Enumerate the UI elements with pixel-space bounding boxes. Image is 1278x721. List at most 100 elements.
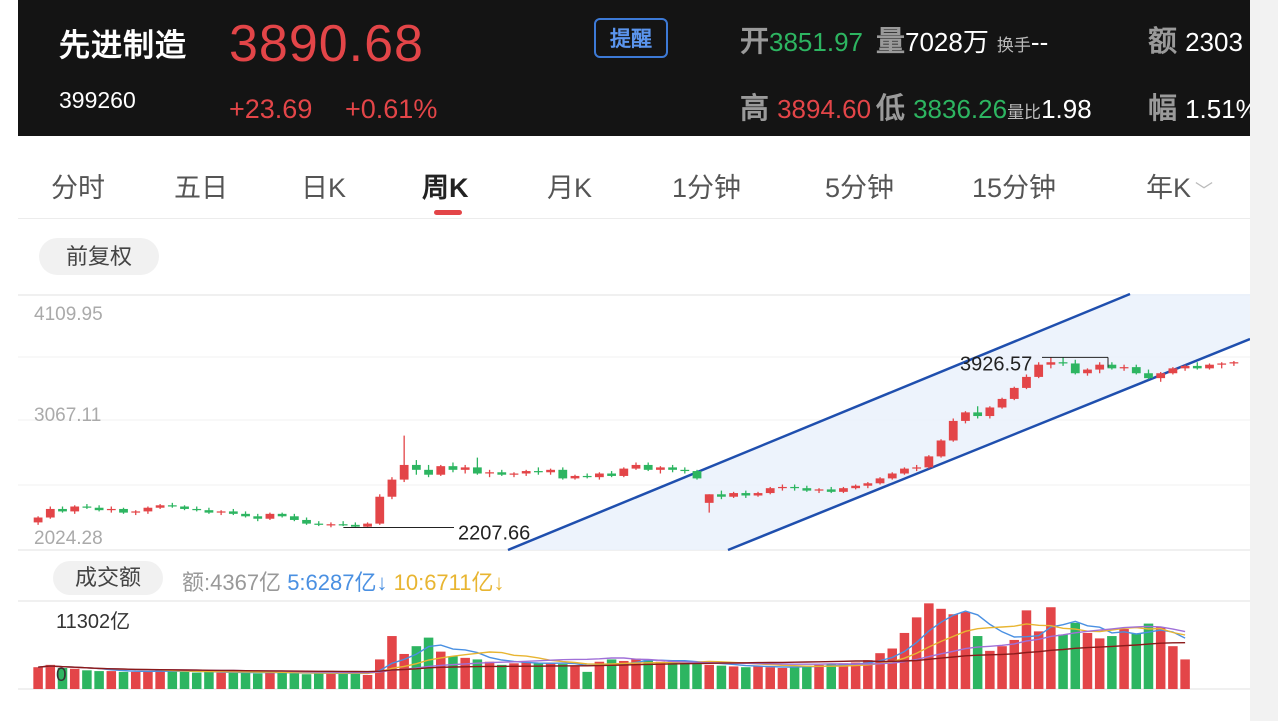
candle-body: [1156, 373, 1166, 379]
volume-bar: [484, 661, 495, 689]
volume-bar: [509, 663, 519, 689]
candlestick: [216, 510, 226, 516]
candle-body: [961, 412, 970, 421]
candle-body: [717, 494, 726, 497]
volume-bar: [118, 671, 129, 689]
volume-bar: [850, 662, 861, 689]
volume-bar: [472, 659, 483, 689]
candlestick: [119, 507, 128, 514]
tab-yearly-k[interactable]: 年K ﹀: [1146, 166, 1213, 205]
volume-bar: [1009, 639, 1020, 689]
volume-bar: [423, 637, 434, 689]
candlestick: [790, 484, 800, 491]
volume-bar: [924, 603, 934, 689]
tab-intraday[interactable]: 分时: [51, 173, 105, 203]
volume-bar: [45, 664, 56, 689]
volume-bar: [326, 672, 336, 689]
candle-body: [607, 473, 616, 476]
candle-body: [204, 510, 214, 513]
candlestick: [460, 464, 470, 474]
candlestick: [411, 460, 421, 475]
open-stat: 开3851.97: [740, 18, 863, 60]
turnover-label: 换手: [996, 36, 1031, 55]
low-value: 3836.26: [913, 94, 1008, 124]
volume-bar: [631, 658, 641, 689]
candle-body: [1095, 364, 1105, 370]
candle-body: [570, 475, 580, 479]
volume-bar: [82, 670, 92, 689]
volume-indicator-selector[interactable]: 成交额: [53, 561, 163, 595]
tab-5min[interactable]: 5分钟: [825, 173, 895, 203]
volume-bar: [692, 664, 702, 689]
tab-1min[interactable]: 1分钟: [672, 173, 742, 203]
volume-bar: [765, 667, 775, 689]
tab-15min[interactable]: 15分钟: [972, 173, 1057, 203]
candle-body: [436, 466, 446, 475]
volume-bar: [1131, 633, 1142, 689]
volume-ma10: 10:6711亿↓: [393, 570, 505, 595]
candlestick: [1144, 369, 1153, 380]
volume-bar: [362, 674, 373, 689]
candlestick: [241, 511, 250, 518]
volume-bar: [460, 657, 470, 689]
candlestick: [155, 504, 165, 509]
candle-body: [1229, 362, 1239, 364]
candle-body: [399, 464, 409, 480]
tab-five-day[interactable]: 五日: [174, 173, 228, 203]
candle-body: [936, 440, 946, 457]
candle-body: [1192, 365, 1202, 369]
adjust-selector[interactable]: 前复权: [39, 238, 159, 275]
volume-bar: [1082, 632, 1093, 689]
volume-bar: [704, 664, 714, 689]
candlestick: [1070, 359, 1080, 375]
candle-body: [472, 467, 482, 474]
candle-body: [753, 493, 763, 496]
tab-daily-k[interactable]: 日K: [301, 173, 347, 203]
volume-bar: [33, 667, 43, 689]
candlestick: [253, 513, 263, 522]
candle-body: [790, 486, 800, 489]
candle-body: [277, 513, 287, 517]
candlestick: [948, 418, 958, 442]
candle-body: [521, 471, 531, 474]
volume-bar: [985, 650, 995, 689]
candle-body: [692, 471, 702, 479]
volume-bar: [1021, 610, 1032, 689]
current-price: 3890.68: [229, 15, 424, 73]
candle-body: [424, 469, 433, 475]
candlestick: [45, 506, 55, 519]
amount-label: 额: [1148, 26, 1178, 58]
screen-edge: [1250, 0, 1278, 721]
candlestick: [204, 507, 214, 514]
candle-body: [350, 524, 360, 527]
candlestick: [314, 521, 324, 527]
open-label: 开: [740, 26, 770, 58]
candle-body: [326, 524, 336, 526]
candlestick: [887, 472, 897, 480]
tab-weekly-k[interactable]: 周K: [422, 173, 469, 203]
amount-stat: 额 2303: [1148, 18, 1243, 60]
candle-body: [912, 467, 922, 469]
remind-button[interactable]: 提醒: [594, 18, 668, 58]
tab-monthly-k[interactable]: 月K: [547, 173, 593, 203]
candle-body: [216, 511, 226, 513]
candlestick: [631, 462, 641, 470]
volume-bar: [277, 672, 287, 689]
volume-bar: [497, 664, 507, 689]
volume-bar: [936, 608, 946, 689]
volume-bar: [533, 663, 544, 689]
volume-bar: [94, 671, 104, 689]
candlestick: [863, 482, 873, 489]
candle-body: [900, 468, 909, 474]
volume-bar: [155, 670, 165, 689]
price-change-pct: +0.61%: [345, 94, 438, 124]
candlestick: [338, 521, 348, 527]
candle-body: [45, 508, 55, 518]
candlestick: [265, 512, 275, 520]
volume-bar: [643, 660, 653, 689]
volume-bar: [741, 667, 751, 689]
volume-bar: [1155, 627, 1166, 689]
candle-body: [1180, 365, 1190, 369]
volume-bar: [265, 671, 275, 689]
candlestick: [570, 474, 580, 480]
